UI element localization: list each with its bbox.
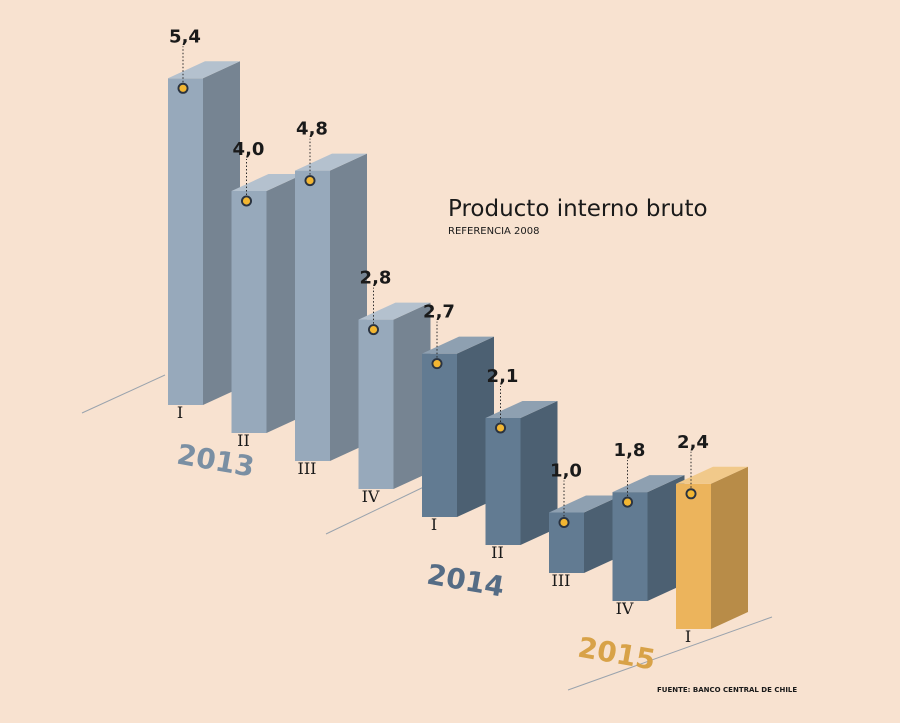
value-label: 1,8	[614, 440, 646, 461]
baseline-2013	[81, 374, 166, 414]
bar-side	[647, 475, 685, 601]
value-label: 5,4	[169, 26, 201, 47]
bar-side	[203, 61, 240, 406]
bar-6	[485, 385, 558, 545]
bar-top	[358, 302, 431, 320]
value-marker	[242, 197, 251, 205]
bar-side	[330, 153, 367, 461]
bar-side	[711, 466, 748, 629]
bar-front	[612, 492, 648, 601]
bar-side	[266, 174, 304, 433]
bar-top	[295, 153, 367, 171]
quarter-label: III	[552, 571, 571, 590]
baseline-2014	[325, 483, 431, 535]
bar-top	[168, 61, 240, 79]
quarter-label: III	[298, 459, 317, 478]
value-label: 1,0	[550, 461, 582, 482]
quarter-label: IV	[362, 487, 380, 506]
bar-side	[457, 336, 494, 517]
bar-3	[295, 138, 367, 461]
baselines	[81, 374, 773, 691]
bar-2	[231, 159, 304, 433]
value-label: 2,7	[423, 302, 455, 323]
quarter-label: IV	[616, 599, 634, 618]
value-marker	[560, 518, 568, 527]
year-label-2015: 2015	[575, 631, 657, 677]
quarter-label: I	[431, 515, 437, 534]
bar-top	[231, 174, 304, 191]
value-label: 2,4	[677, 432, 709, 453]
bar-front	[358, 319, 394, 489]
bar-front	[422, 353, 457, 517]
quarter-label: I	[685, 627, 691, 646]
value-marker	[623, 498, 632, 506]
quarter-label: II	[237, 431, 250, 450]
bar-5	[422, 321, 494, 517]
value-label: 4,8	[296, 119, 328, 140]
quarter-label: I	[177, 403, 183, 422]
bar-front	[231, 191, 267, 433]
bar-front	[485, 417, 521, 545]
value-marker	[179, 84, 187, 92]
bar-top	[676, 466, 748, 484]
year-label-2014: 2014	[424, 558, 506, 604]
bar-top	[485, 400, 558, 418]
value-marker	[306, 177, 314, 185]
bar-side	[520, 400, 558, 545]
quarter-label: II	[491, 543, 504, 562]
bar-side	[584, 495, 621, 573]
bar-7	[549, 480, 621, 573]
source-note: FUENTE: BANCO CENTRAL DE CHILE	[657, 686, 798, 694]
bar-side	[393, 302, 431, 489]
value-marker	[433, 360, 441, 368]
chart-title: Producto interno bruto	[448, 196, 708, 222]
bar-top	[422, 336, 494, 354]
baseline-2015	[567, 616, 773, 691]
value-label: 4,0	[233, 139, 265, 160]
bar-4	[358, 287, 431, 489]
bar-front	[295, 170, 330, 461]
bar-top	[549, 495, 621, 513]
value-label: 2,8	[360, 268, 392, 289]
value-marker	[496, 424, 505, 432]
bar-front	[676, 483, 711, 629]
value-marker	[369, 326, 378, 334]
bar-8	[612, 460, 685, 601]
bar-top	[612, 475, 685, 493]
bar-front	[168, 78, 203, 406]
bars	[168, 46, 748, 629]
value-label: 2,1	[487, 366, 519, 387]
chart-subtitle: REFERENCIA 2008	[448, 226, 540, 237]
bar-1	[168, 46, 240, 406]
bar-9	[676, 451, 748, 629]
value-marker	[687, 490, 695, 498]
